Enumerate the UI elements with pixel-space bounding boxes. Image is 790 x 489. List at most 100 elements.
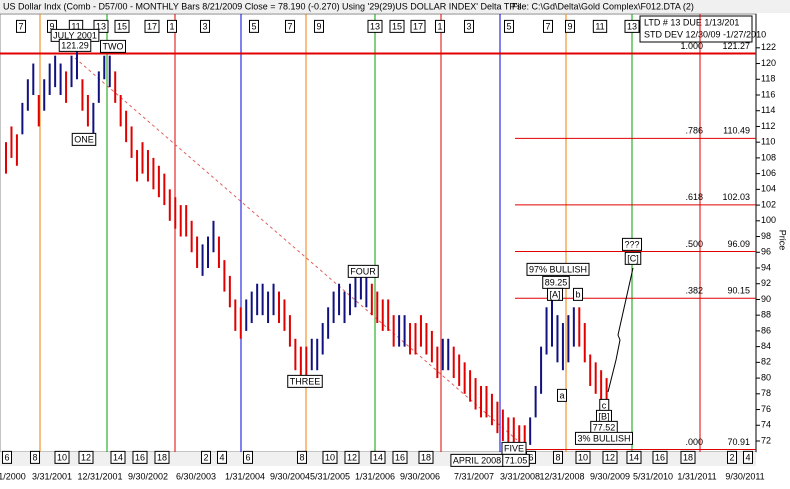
x-tick-label: 9/30/2006: [400, 471, 440, 481]
fib-ratio: .382: [685, 286, 703, 296]
bottom-cycle: 10: [578, 452, 588, 462]
annotation: JULY 2001: [53, 30, 97, 40]
annotation: 71.05: [505, 455, 528, 465]
annotation: c: [602, 400, 607, 410]
top-cycle: 13: [96, 21, 106, 31]
bottom-cycle-box: [726, 450, 738, 464]
x-tick-label: 3/31/2008: [500, 471, 540, 481]
y-tick-label: 106: [761, 168, 776, 178]
top-cycle: 9: [567, 21, 572, 31]
x-tick-label: 9/30/2004: [270, 471, 310, 481]
plot-area: [0, 13, 757, 453]
top-cycle: 9: [49, 21, 54, 31]
top-cycle: 5: [251, 21, 256, 31]
annotation-box: [556, 388, 568, 402]
top-cycle: 11: [71, 21, 80, 31]
bottom-cycle-box: [680, 450, 696, 464]
annotation-box: [71, 132, 97, 146]
bottom-cycle-box: [29, 450, 41, 464]
y-axis-title: Price: [778, 230, 788, 251]
y-tick-label: 104: [761, 184, 776, 194]
bottom-cycle: 6: [4, 452, 9, 462]
top-cycle: 11: [595, 21, 604, 31]
fib-ratio: .786: [685, 126, 703, 136]
bottom-cycle: 16: [135, 452, 145, 462]
y-tick-label: 88: [761, 310, 771, 320]
bottom-cycle-box: [54, 450, 70, 464]
y-tick-label: 120: [761, 58, 776, 68]
y-tick-label: 96: [761, 247, 771, 257]
info-line: LTD # 13 DUE 1/13/201: [644, 17, 739, 27]
x-tick-label: 7/31/2007: [454, 471, 494, 481]
bottom-cycle: 6: [528, 452, 533, 462]
annotation-box: [546, 287, 564, 301]
top-cycle: 7: [287, 21, 292, 31]
top-cycle-box: [15, 19, 27, 33]
top-cycle-box: [248, 19, 260, 33]
x-tick-label: 9/30/2011: [725, 471, 764, 481]
info-box: [639, 15, 753, 43]
annotation-box: [502, 453, 530, 467]
x-tick-label: 9/30/2002: [128, 471, 168, 481]
bottom-cycle: 2: [729, 452, 734, 462]
fib-price: 102.03: [722, 192, 750, 202]
bottom-cycle: 18: [421, 452, 431, 462]
y-tick-label: 114: [761, 105, 775, 115]
annotation: 77.52: [593, 422, 616, 432]
y-tick-label: 80: [761, 372, 771, 382]
top-cycle-box: [313, 19, 325, 33]
top-cycle: 7: [18, 21, 23, 31]
top-cycle: 1: [169, 21, 174, 31]
x-tick-label: 12/31/2008: [539, 471, 584, 481]
annotation-box: [621, 237, 643, 251]
y-tick-label: 72: [761, 435, 771, 445]
bottom-cycle: 10: [325, 452, 335, 462]
bottom-cycle: 14: [113, 452, 123, 462]
bottom-cycle: 10: [57, 452, 67, 462]
fib-price: 70.91: [727, 437, 750, 447]
top-cycle-box: [367, 19, 383, 33]
annotation-box: [574, 431, 634, 445]
annotation: APRIL 2008: [453, 455, 501, 465]
annotation: FIVE: [504, 443, 524, 453]
bottom-cycle: 8: [32, 452, 37, 462]
x-tick-label: 3/31/2001: [32, 471, 72, 481]
y-tick-label: 82: [761, 357, 771, 367]
top-cycle: 3: [466, 21, 471, 31]
annotation: 89.25: [545, 277, 568, 287]
bottom-cycle: 12: [81, 452, 91, 462]
top-cycle-box: [166, 19, 178, 33]
y-tick-label: 108: [761, 152, 776, 162]
top-cycle: 1: [437, 21, 442, 31]
bottom-cycle-box: [1, 450, 13, 464]
top-cycle-box: [503, 19, 515, 33]
annotation-box: [287, 374, 323, 388]
bottom-cycle-box: [200, 450, 212, 464]
projection-line: [607, 267, 634, 393]
x-tick-label: 5/31/2005: [310, 471, 350, 481]
y-tick-label: 112: [761, 121, 775, 131]
y-tick-label: 76: [761, 404, 771, 414]
bottom-cycle: 18: [157, 452, 167, 462]
annotation: ONE: [74, 134, 94, 144]
bottom-cycle-box: [652, 450, 668, 464]
info-line: STD DEV 12/30/09 -1/27/2010: [644, 29, 766, 39]
x-tick-label: 9/30/2009: [590, 471, 630, 481]
annotation-box: [347, 264, 379, 278]
bottom-cycle-box: [216, 450, 228, 464]
annotation: TWO: [103, 41, 124, 51]
bottom-cycle-box: [575, 450, 591, 464]
y-tick-label: 74: [761, 420, 771, 430]
annotation-box: [58, 38, 92, 52]
bottom-cycle: 4: [745, 452, 750, 462]
top-cycle-box: [284, 19, 296, 33]
header-using: Using '29(29)US DOLLAR INDEX' Delta TP's: [342, 1, 522, 11]
bottom-cycle: 2: [203, 452, 208, 462]
bottom-cycle: 6: [245, 452, 250, 462]
top-cycle-box: [434, 19, 446, 33]
bottom-cycle: 14: [373, 452, 383, 462]
top-cycle-box: [564, 19, 576, 33]
top-cycle-box: [542, 19, 554, 33]
bottom-cycle: 16: [655, 452, 665, 462]
top-cycle: 5: [506, 21, 511, 31]
